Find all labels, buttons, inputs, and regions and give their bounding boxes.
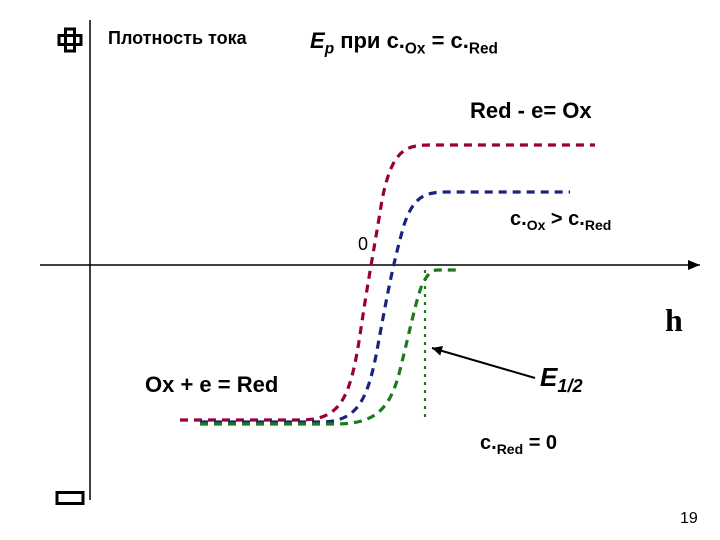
diagram-canvas: 0 [0,0,720,540]
ehalf: E1/2 [540,362,583,397]
ylabel: Плотность тока [108,28,247,49]
reaction_up: Red - e= Ox [470,98,592,124]
cond2: c.Red = 0 [480,432,557,457]
reaction_down: Ox + e = Red [145,372,278,398]
title: Ep при c.Ox = c.Red [310,28,498,58]
cond1: c.Ox > c.Red [510,208,611,233]
eta: h [665,302,683,339]
page: 19 [680,510,698,528]
svg-text:0: 0 [358,234,368,254]
